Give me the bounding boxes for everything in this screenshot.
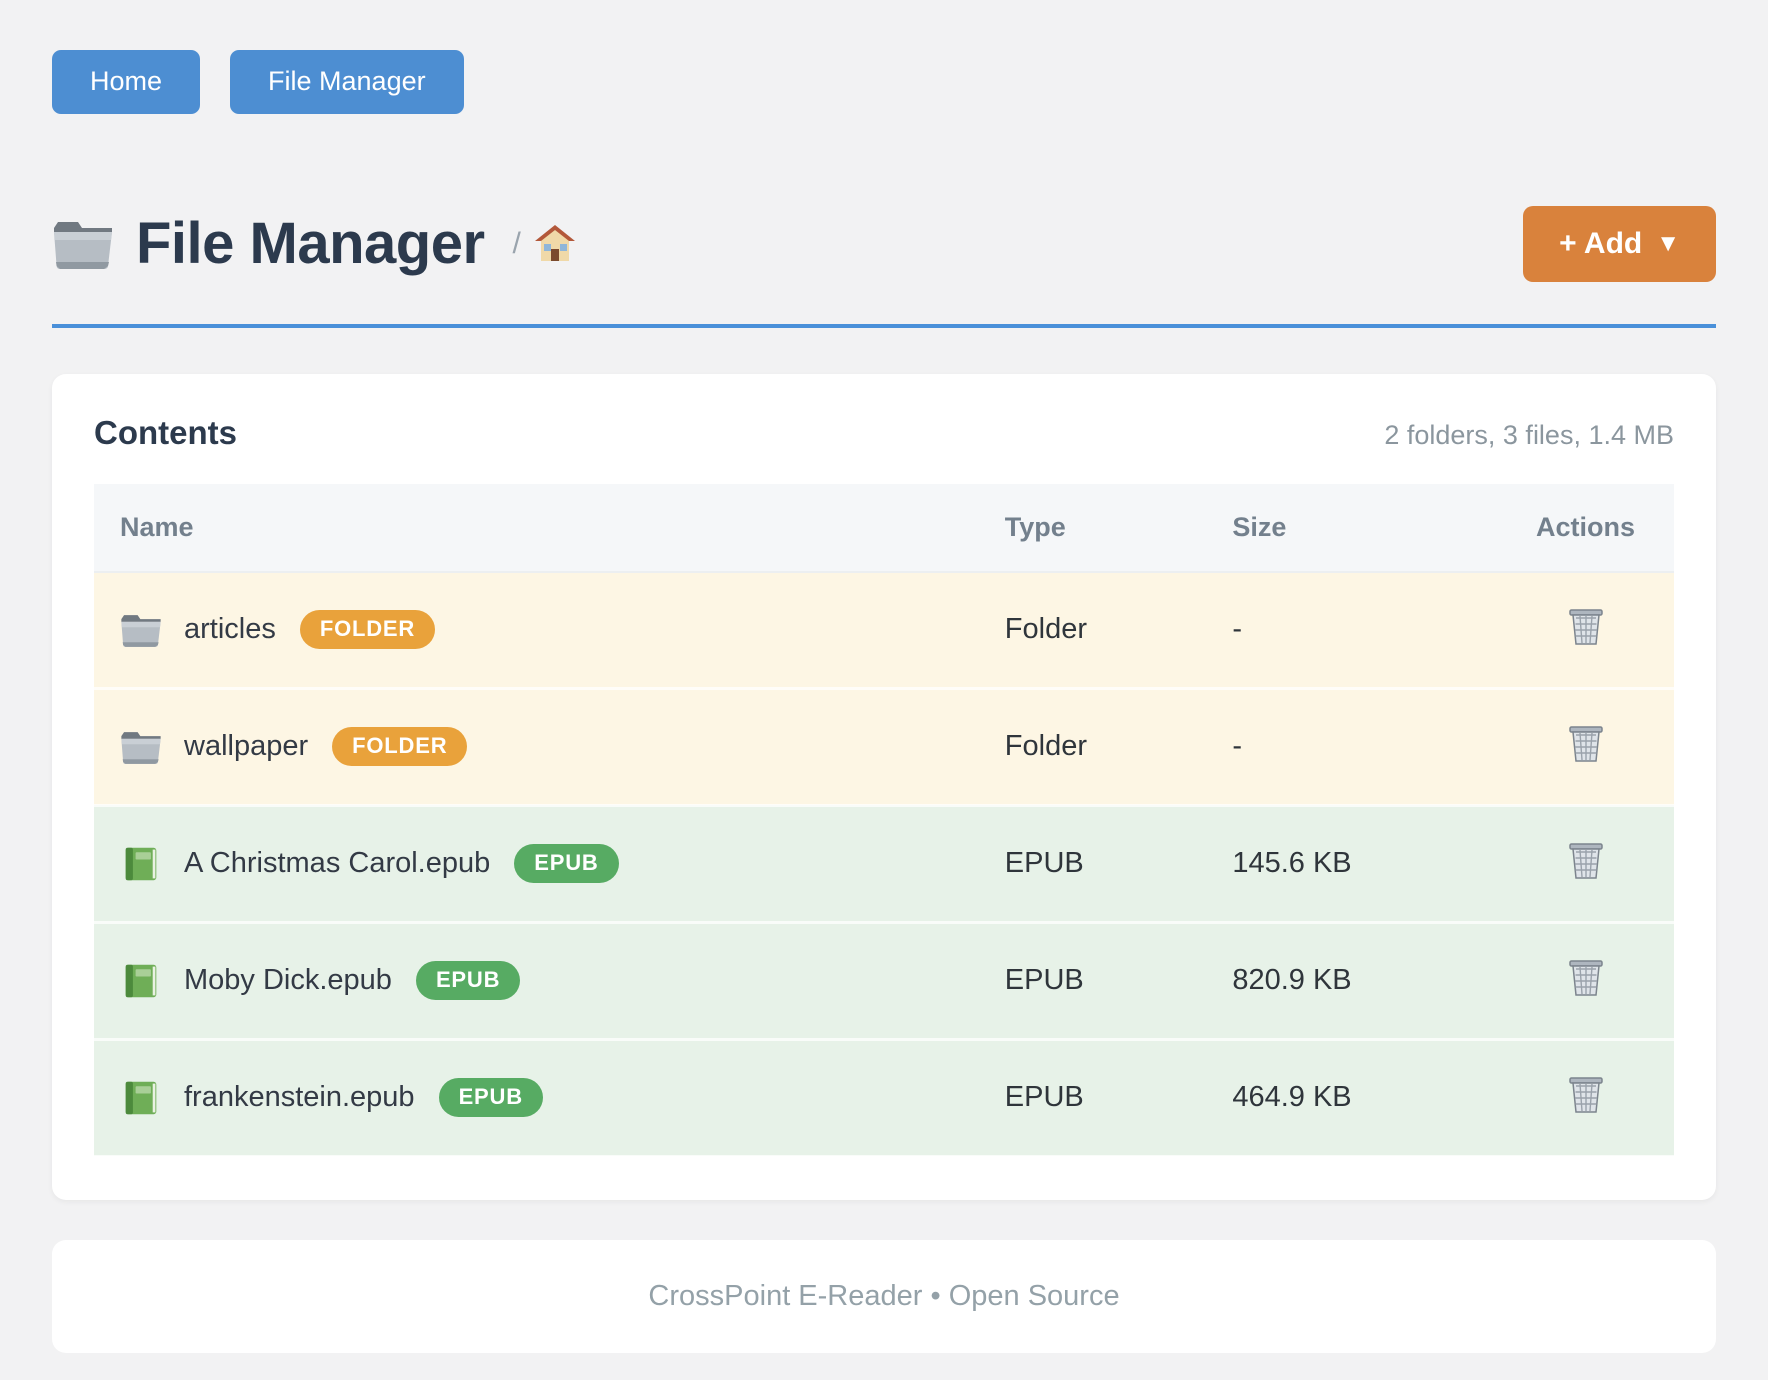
breadcrumb: / [513,225,575,263]
type-badge: EPUB [438,1078,543,1118]
delete-button[interactable] [1568,957,1604,997]
contents-summary: 2 folders, 3 files, 1.4 MB [1384,419,1674,450]
file-name[interactable]: Moby Dick.epub [184,964,392,997]
footer: CrossPoint E-Reader • Open Source [52,1239,1716,1353]
size-cell: 820.9 KB [1206,922,1498,1041]
page-title: File Manager [136,211,485,277]
top-nav: Home File Manager [52,50,1716,114]
contents-card: Contents 2 folders, 3 files, 1.4 MB Name… [52,373,1716,1200]
table-row[interactable]: articles FOLDER Folder - [94,571,1674,690]
file-manager-button[interactable]: File Manager [230,50,464,114]
breadcrumb-separator: / [512,226,521,260]
column-header-actions: Actions [1497,483,1674,573]
delete-button[interactable] [1568,840,1604,880]
file-name[interactable]: A Christmas Carol.epub [184,847,491,880]
add-button[interactable]: + Add ▼ [1523,205,1716,282]
file-name[interactable]: wallpaper [184,730,309,763]
size-cell: - [1206,571,1498,690]
type-cell: EPUB [978,805,1207,924]
home-icon[interactable] [535,225,575,263]
column-header-name: Name [94,483,979,573]
size-cell: - [1206,688,1498,807]
type-cell: EPUB [978,1039,1207,1158]
table-row[interactable]: wallpaper FOLDER Folder - [94,688,1674,807]
title-group: File Manager / [52,210,1523,277]
book-icon [120,846,162,882]
table-body: articles FOLDER Folder - wallpaper FOLDE… [94,571,1674,1158]
column-header-type: Type [978,483,1207,573]
size-cell: 145.6 KB [1206,805,1498,924]
column-header-size: Size [1206,483,1498,573]
type-badge: FOLDER [332,727,468,767]
size-cell: 464.9 KB [1206,1039,1498,1158]
delete-button[interactable] [1568,723,1604,763]
chevron-down-icon: ▼ [1656,229,1680,257]
contents-card-header: Contents 2 folders, 3 files, 1.4 MB [94,414,1674,452]
contents-title: Contents [94,413,237,451]
delete-button[interactable] [1568,606,1604,646]
book-icon [120,1080,162,1116]
type-badge: EPUB [415,961,521,1001]
type-cell: EPUB [978,922,1207,1041]
trash-icon [1568,606,1604,646]
table-header-row: Name Type Size Actions [94,483,1674,573]
table-row[interactable]: Moby Dick.epub EPUB EPUB 820.9 KB [94,922,1674,1041]
trash-icon [1568,723,1604,763]
home-button[interactable]: Home [52,50,201,114]
book-icon [120,963,162,999]
file-name[interactable]: articles [184,613,276,646]
title-divider [52,323,1716,328]
type-badge: EPUB [514,844,619,884]
trash-icon [1568,957,1604,997]
file-table: Name Type Size Actions articles FOLDER F… [94,483,1674,1158]
title-row: File Manager / + Add ▼ [52,205,1716,282]
type-cell: Folder [978,688,1207,807]
table-row[interactable]: frankenstein.epub EPUB EPUB 464.9 KB [94,1039,1674,1158]
type-cell: Folder [978,571,1207,690]
type-badge: FOLDER [299,610,436,650]
folder-icon [120,729,162,765]
footer-text: CrossPoint E-Reader • Open Source [648,1279,1120,1312]
trash-icon [1568,840,1604,880]
table-row[interactable]: A Christmas Carol.epub EPUB EPUB 145.6 K… [94,805,1674,924]
folder-icon [52,218,114,270]
folder-icon [120,612,162,648]
file-name[interactable]: frankenstein.epub [184,1081,415,1114]
add-button-label: + Add [1559,226,1643,260]
trash-icon [1568,1074,1604,1114]
delete-button[interactable] [1568,1074,1604,1114]
